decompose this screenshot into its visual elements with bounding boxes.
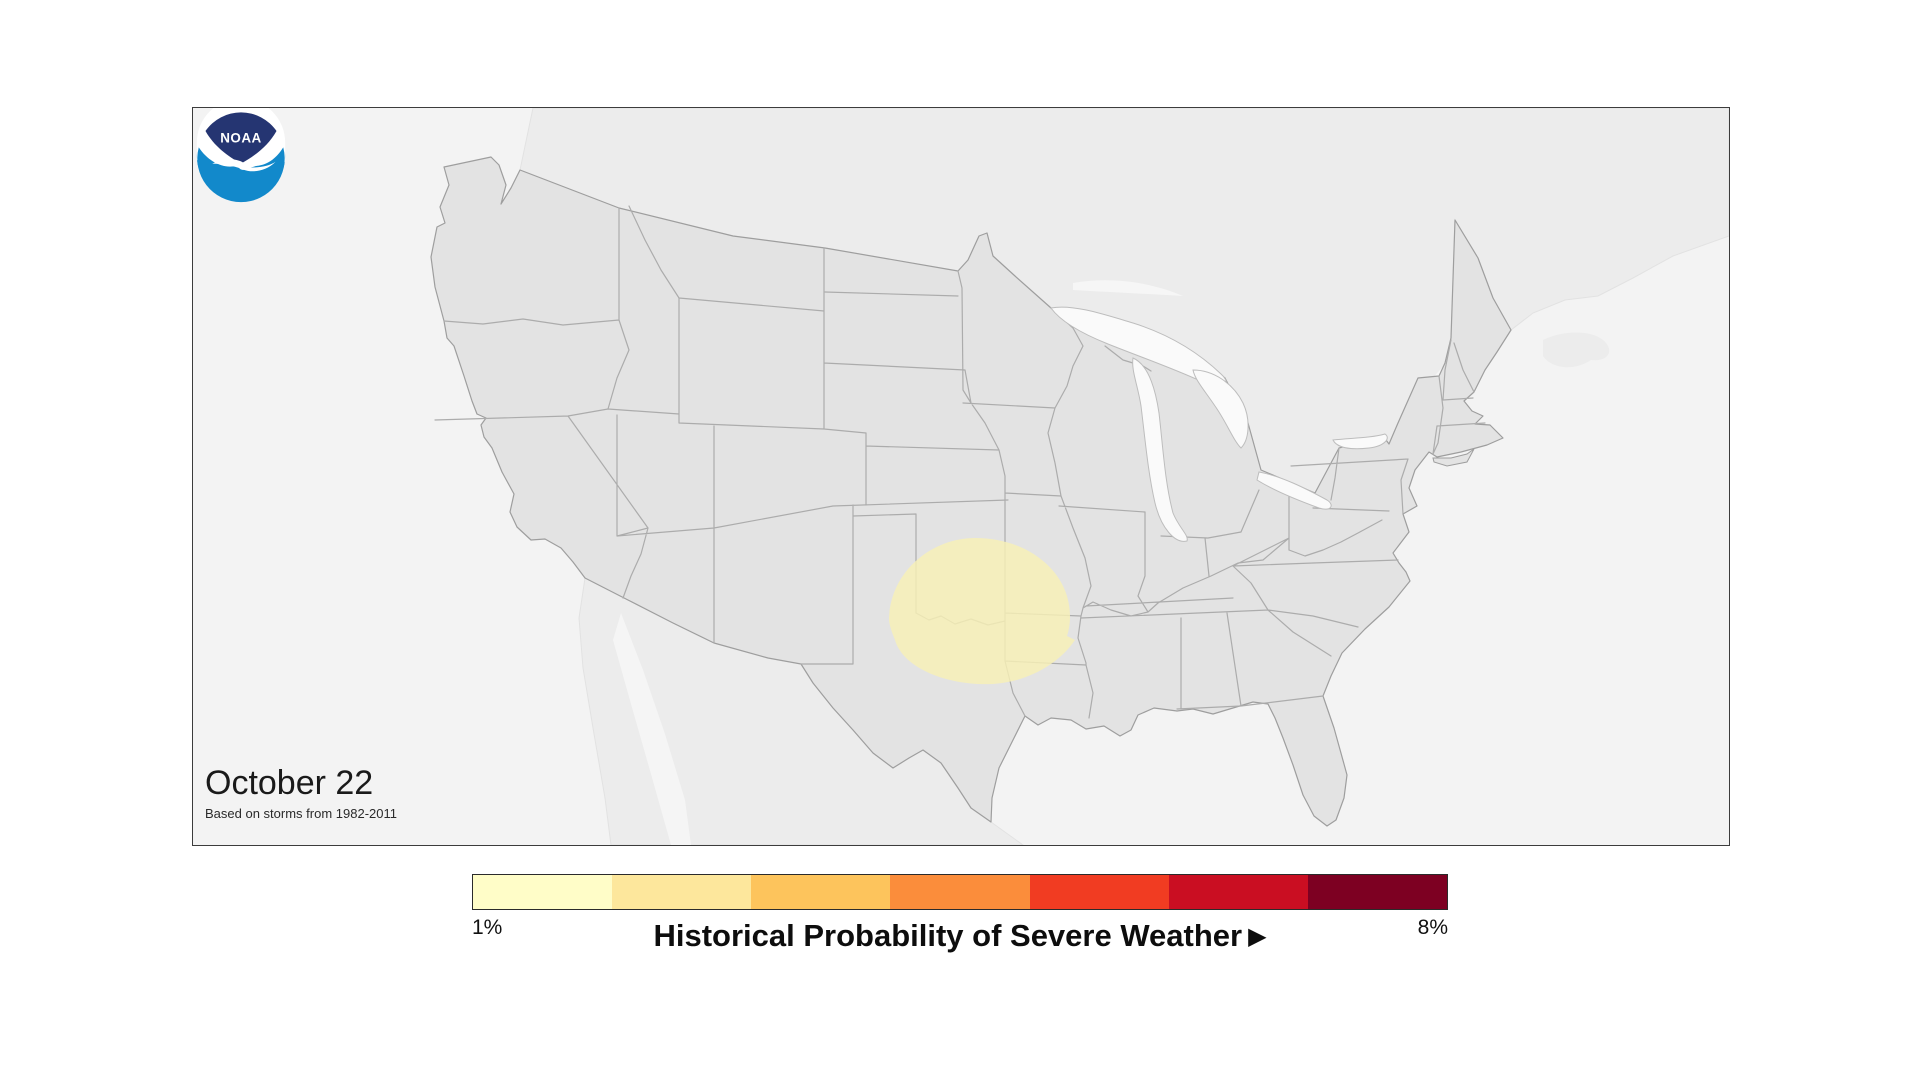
long-island bbox=[1432, 448, 1475, 467]
lake-michigan bbox=[1132, 357, 1188, 542]
noaa-logo-icon: NOAA bbox=[196, 108, 286, 203]
noaa-wave-shape bbox=[197, 147, 285, 203]
legend-title: Historical Probability of Severe Weather… bbox=[472, 918, 1448, 954]
noaa-fan-shape bbox=[205, 112, 277, 164]
us-map bbox=[430, 108, 1729, 845]
legend-min-label: 1% bbox=[472, 916, 503, 939]
noaa-logo-text: NOAA bbox=[220, 131, 262, 146]
lake-erie bbox=[1256, 471, 1332, 510]
legend: 1% 8% Historical Probability of Severe W… bbox=[472, 874, 1448, 953]
date-block: October 22 Based on storms from 1982-201… bbox=[205, 766, 397, 821]
legend-color-cell bbox=[890, 875, 1030, 909]
legend-labels: 1% 8% Historical Probability of Severe W… bbox=[472, 910, 1448, 953]
lake-huron bbox=[1192, 369, 1249, 449]
legend-max-label: 8% bbox=[1417, 916, 1448, 939]
legend-color-cell bbox=[1307, 875, 1447, 909]
legend-colorbar bbox=[472, 874, 1448, 910]
legend-color-cell bbox=[1029, 875, 1169, 909]
great-lakes bbox=[1050, 306, 1388, 542]
risk-area-shape bbox=[889, 538, 1075, 685]
legend-arrow-icon: ▶ bbox=[1248, 923, 1267, 950]
lake-ontario bbox=[1332, 433, 1388, 450]
date-subtitle: Based on storms from 1982-2011 bbox=[205, 806, 397, 821]
date-label: October 22 bbox=[205, 764, 374, 803]
legend-color-cell bbox=[473, 875, 613, 909]
legend-color-cell bbox=[751, 875, 891, 909]
noaa-gull-body bbox=[212, 148, 276, 172]
legend-color-cell bbox=[1168, 875, 1308, 909]
us-outline bbox=[430, 156, 1512, 827]
legend-title-text: Historical Probability of Severe Weather bbox=[653, 918, 1243, 953]
legend-color-cell bbox=[612, 875, 752, 909]
map-canvas: October 22 Based on storms from 1982-201… bbox=[192, 107, 1730, 846]
